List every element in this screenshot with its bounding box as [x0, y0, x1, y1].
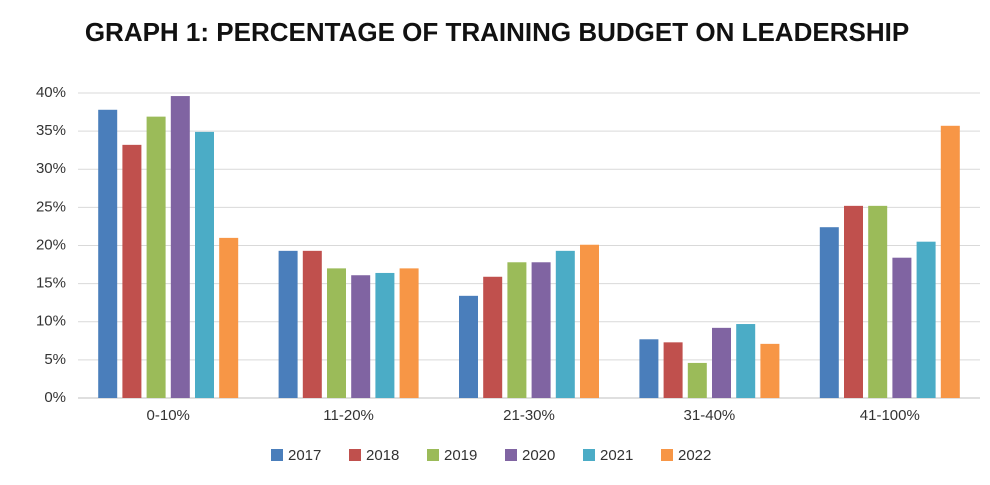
bar	[399, 268, 419, 398]
legend-label: 2018	[366, 447, 399, 464]
legend-swatch	[271, 449, 283, 461]
y-tick-label: 20%	[36, 236, 66, 253]
bar	[555, 250, 575, 398]
bar	[195, 131, 214, 398]
y-tick-label: 30%	[36, 160, 66, 177]
bar	[819, 227, 839, 398]
bar	[687, 362, 707, 398]
y-tick-label: 40%	[36, 84, 66, 101]
bar	[868, 205, 888, 398]
y-tick-label: 10%	[36, 313, 66, 330]
legend-label: 2022	[678, 447, 711, 464]
legend-label: 2021	[600, 447, 633, 464]
y-tick-label: 0%	[44, 389, 66, 406]
y-tick-label: 5%	[44, 351, 66, 368]
x-tick-label: 31-40%	[684, 407, 736, 424]
x-tick-label: 41-100%	[860, 407, 920, 424]
x-tick-label: 21-30%	[503, 407, 555, 424]
legend-swatch	[583, 449, 595, 461]
bar	[940, 125, 960, 398]
bar	[507, 262, 527, 398]
bar	[663, 342, 683, 398]
bar	[219, 237, 239, 398]
bar	[146, 116, 166, 398]
y-tick-label: 15%	[36, 275, 66, 292]
x-tick-label: 0-10%	[147, 407, 190, 424]
legend-label: 2017	[288, 447, 321, 464]
bar	[736, 324, 756, 398]
bar	[580, 244, 599, 398]
bar	[639, 339, 659, 398]
bar	[302, 250, 322, 398]
legend-swatch	[661, 449, 673, 461]
bar	[278, 250, 298, 398]
bar	[351, 275, 371, 398]
y-tick-label: 25%	[36, 198, 66, 215]
bar	[844, 205, 863, 398]
bar	[531, 262, 551, 398]
bar	[760, 343, 780, 398]
x-tick-label: 11-20%	[323, 407, 374, 424]
bar	[916, 241, 936, 398]
bar	[892, 257, 912, 398]
legend-swatch	[349, 449, 361, 461]
bar	[459, 295, 478, 398]
bar	[170, 96, 190, 399]
bar	[375, 272, 395, 398]
legend-label: 2019	[444, 447, 477, 464]
bar	[712, 327, 731, 398]
bar	[98, 109, 118, 399]
legend-label: 2020	[522, 447, 555, 464]
legend-swatch	[505, 449, 517, 461]
bar	[483, 276, 503, 398]
legend-swatch	[427, 449, 439, 461]
chart-title: GRAPH 1: PERCENTAGE OF TRAINING BUDGET O…	[85, 17, 909, 47]
bar	[122, 144, 142, 398]
y-tick-label: 35%	[36, 122, 66, 139]
bar	[327, 268, 346, 398]
